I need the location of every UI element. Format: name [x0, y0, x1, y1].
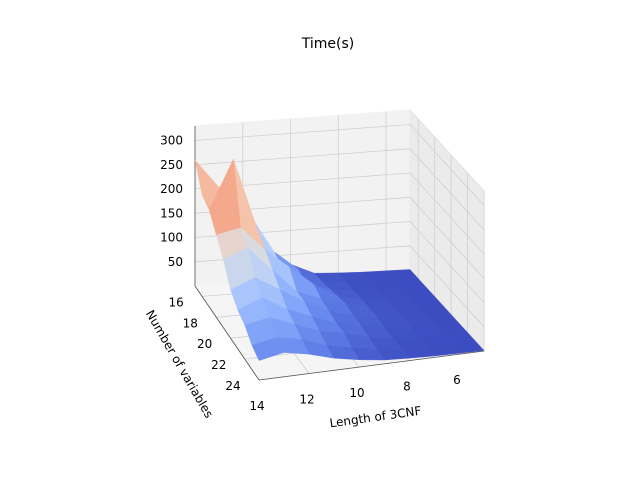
y-axis-label: Number of variables — [143, 308, 216, 421]
x-tick-label: 14 — [249, 399, 264, 413]
z-grid-line — [194, 196, 485, 279]
surface-patch — [251, 337, 285, 361]
x-tick-label: 10 — [349, 386, 364, 400]
axis-lines — [194, 109, 485, 381]
z-tick-label: 50 — [168, 255, 183, 269]
y-tick-label: 24 — [225, 379, 240, 393]
z-grid-line — [194, 172, 485, 255]
z-grid-line — [194, 124, 485, 206]
z-grid-line — [194, 221, 485, 303]
y-tick-label: 20 — [197, 337, 212, 351]
x-tick-label: 12 — [299, 393, 314, 407]
z-tick-label: 300 — [160, 134, 183, 148]
chart-title: Time(s) — [301, 36, 354, 52]
surface — [194, 158, 485, 361]
z-grid-line — [194, 148, 485, 231]
z-tick-label: 250 — [160, 158, 183, 172]
x-tick-label: 8 — [403, 380, 411, 394]
x-axis-label: Length of 3CNF — [329, 404, 423, 431]
x-tick-label: 6 — [453, 373, 461, 387]
y-tick-label: 22 — [211, 358, 226, 372]
y-axis-line — [194, 285, 260, 381]
x-axis-line — [258, 350, 485, 381]
z-tick-label: 200 — [160, 182, 183, 196]
z-tick-label: 100 — [160, 231, 183, 245]
z-tick-label: 150 — [160, 206, 183, 220]
y-tick-label: 18 — [183, 316, 198, 330]
top-edge-line — [409, 109, 485, 192]
y-tick-label: 16 — [168, 295, 183, 309]
